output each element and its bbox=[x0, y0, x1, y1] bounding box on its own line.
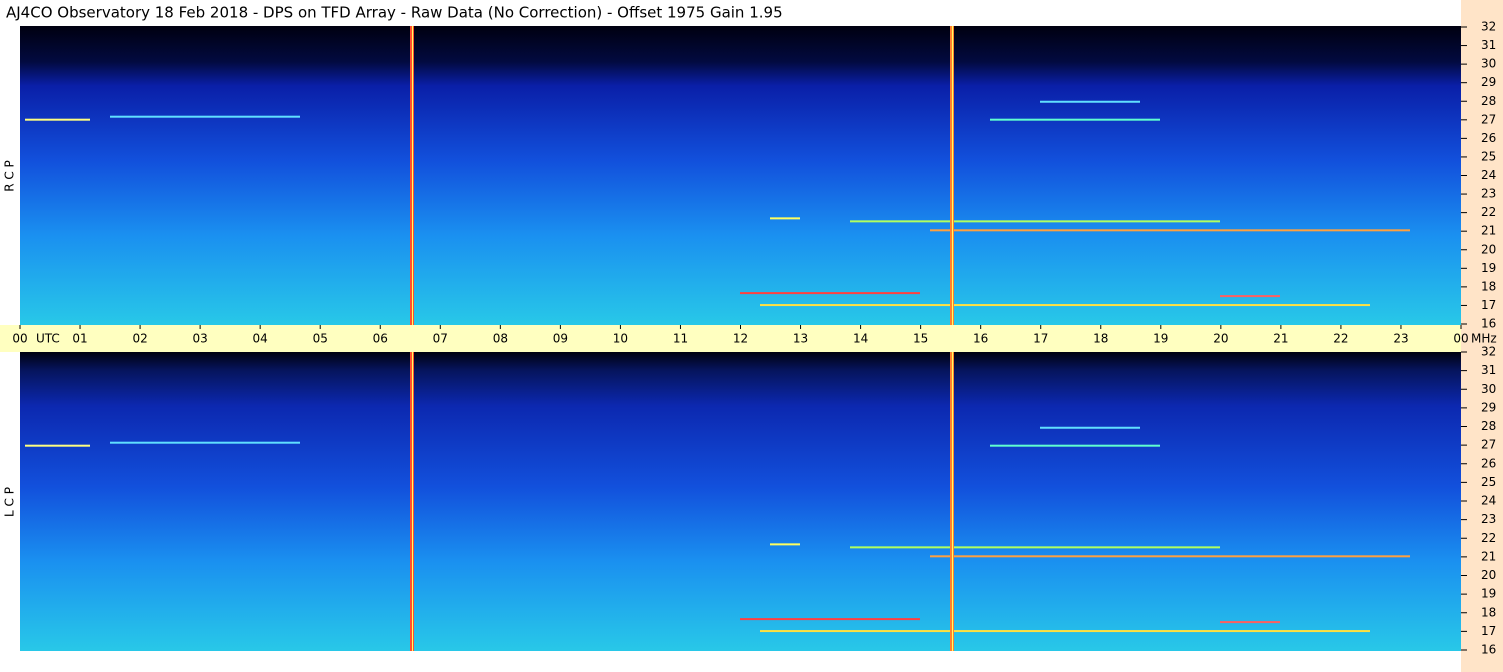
frequency-label: 20 bbox=[1481, 568, 1496, 582]
streak bbox=[740, 292, 920, 295]
time-label: 10 bbox=[613, 332, 628, 346]
frequency-label: 32 bbox=[1481, 345, 1496, 359]
time-label: 20 bbox=[1213, 332, 1228, 346]
time-label: 14 bbox=[853, 332, 868, 346]
streak bbox=[770, 543, 800, 546]
streak bbox=[990, 118, 1160, 121]
streak bbox=[990, 444, 1160, 447]
spectrogram-rcp bbox=[20, 26, 1461, 325]
frequency-label: 18 bbox=[1481, 605, 1496, 619]
streak bbox=[110, 441, 300, 444]
frequency-label: 31 bbox=[1481, 38, 1496, 52]
frequency-label: 31 bbox=[1481, 363, 1496, 377]
time-label: 05 bbox=[313, 332, 328, 346]
frequency-label: 21 bbox=[1481, 549, 1496, 563]
frequency-label: 16 bbox=[1481, 317, 1496, 331]
streak bbox=[1040, 100, 1140, 103]
time-label: 16 bbox=[973, 332, 988, 346]
streak bbox=[1040, 426, 1140, 429]
time-label: 15 bbox=[913, 332, 928, 346]
streak bbox=[760, 304, 1370, 307]
signal-streaks bbox=[25, 26, 1410, 651]
time-label: 18 bbox=[1093, 332, 1108, 346]
streak bbox=[110, 115, 300, 118]
frequency-label: 29 bbox=[1481, 75, 1496, 89]
streak bbox=[740, 618, 920, 621]
time-label: 06 bbox=[373, 332, 388, 346]
frequency-label: 23 bbox=[1481, 512, 1496, 526]
time-label: 02 bbox=[132, 332, 147, 346]
frequency-label: 17 bbox=[1481, 624, 1496, 638]
frequency-label: 26 bbox=[1481, 131, 1496, 145]
time-label: 11 bbox=[673, 332, 688, 346]
time-label: 09 bbox=[553, 332, 568, 346]
time-label: 17 bbox=[1033, 332, 1048, 346]
time-unit: UTC bbox=[36, 332, 60, 346]
frequency-label: 25 bbox=[1481, 475, 1496, 489]
time-label: 00 bbox=[12, 332, 27, 346]
streak bbox=[930, 229, 1410, 232]
frequency-label: 23 bbox=[1481, 187, 1496, 201]
frequency-label: 17 bbox=[1481, 298, 1496, 312]
frequency-label: 29 bbox=[1481, 400, 1496, 414]
streak bbox=[1220, 295, 1280, 298]
time-label: 03 bbox=[192, 332, 207, 346]
streak bbox=[850, 220, 1220, 223]
interference-line bbox=[952, 26, 953, 325]
spectrogram-lcp bbox=[20, 352, 1461, 651]
time-label: 01 bbox=[72, 332, 87, 346]
frequency-label: 25 bbox=[1481, 149, 1496, 163]
frequency-label: 27 bbox=[1481, 438, 1496, 452]
frequency-label: 22 bbox=[1481, 531, 1496, 545]
frequency-unit: MHz bbox=[1471, 332, 1497, 346]
frequency-label: 28 bbox=[1481, 94, 1496, 108]
time-label: 08 bbox=[493, 332, 508, 346]
time-label: 13 bbox=[793, 332, 808, 346]
time-label: 21 bbox=[1273, 332, 1288, 346]
streak bbox=[25, 444, 90, 447]
interference-line bbox=[952, 352, 953, 651]
time-label: 04 bbox=[253, 332, 268, 346]
frequency-label: 28 bbox=[1481, 419, 1496, 433]
streak bbox=[1220, 621, 1280, 624]
frequency-label: 22 bbox=[1481, 205, 1496, 219]
streak bbox=[760, 630, 1370, 633]
frequency-label: 24 bbox=[1481, 494, 1496, 508]
frequency-label: 32 bbox=[1481, 20, 1496, 34]
time-strip bbox=[0, 325, 1461, 352]
streak bbox=[25, 118, 90, 121]
time-label: 00 bbox=[1453, 332, 1468, 346]
frequency-label: 30 bbox=[1481, 57, 1496, 71]
frequency-label: 19 bbox=[1481, 587, 1496, 601]
time-label: 23 bbox=[1393, 332, 1408, 346]
frequency-label: 30 bbox=[1481, 382, 1496, 396]
frequency-label: 26 bbox=[1481, 456, 1496, 470]
frequency-strip bbox=[1461, 0, 1503, 672]
frequency-label: 21 bbox=[1481, 224, 1496, 238]
title: AJ4CO Observatory 18 Feb 2018 - DPS on T… bbox=[6, 4, 783, 22]
frequency-label: 24 bbox=[1481, 168, 1496, 182]
streak bbox=[930, 555, 1410, 558]
time-label: 12 bbox=[733, 332, 748, 346]
panel-label: L C P bbox=[3, 487, 17, 517]
frequency-label: 16 bbox=[1481, 643, 1496, 657]
frequency-label: 20 bbox=[1481, 242, 1496, 256]
interference-line bbox=[412, 352, 413, 651]
frequency-label: 18 bbox=[1481, 279, 1496, 293]
frequency-label: 19 bbox=[1481, 261, 1496, 275]
time-label: 22 bbox=[1333, 332, 1348, 346]
frequency-label: 27 bbox=[1481, 112, 1496, 126]
streak bbox=[850, 546, 1220, 549]
time-label: 07 bbox=[433, 332, 448, 346]
interference-line bbox=[412, 26, 413, 325]
time-label: 19 bbox=[1153, 332, 1168, 346]
panel-label: R C P bbox=[3, 160, 17, 192]
streak bbox=[770, 217, 800, 220]
